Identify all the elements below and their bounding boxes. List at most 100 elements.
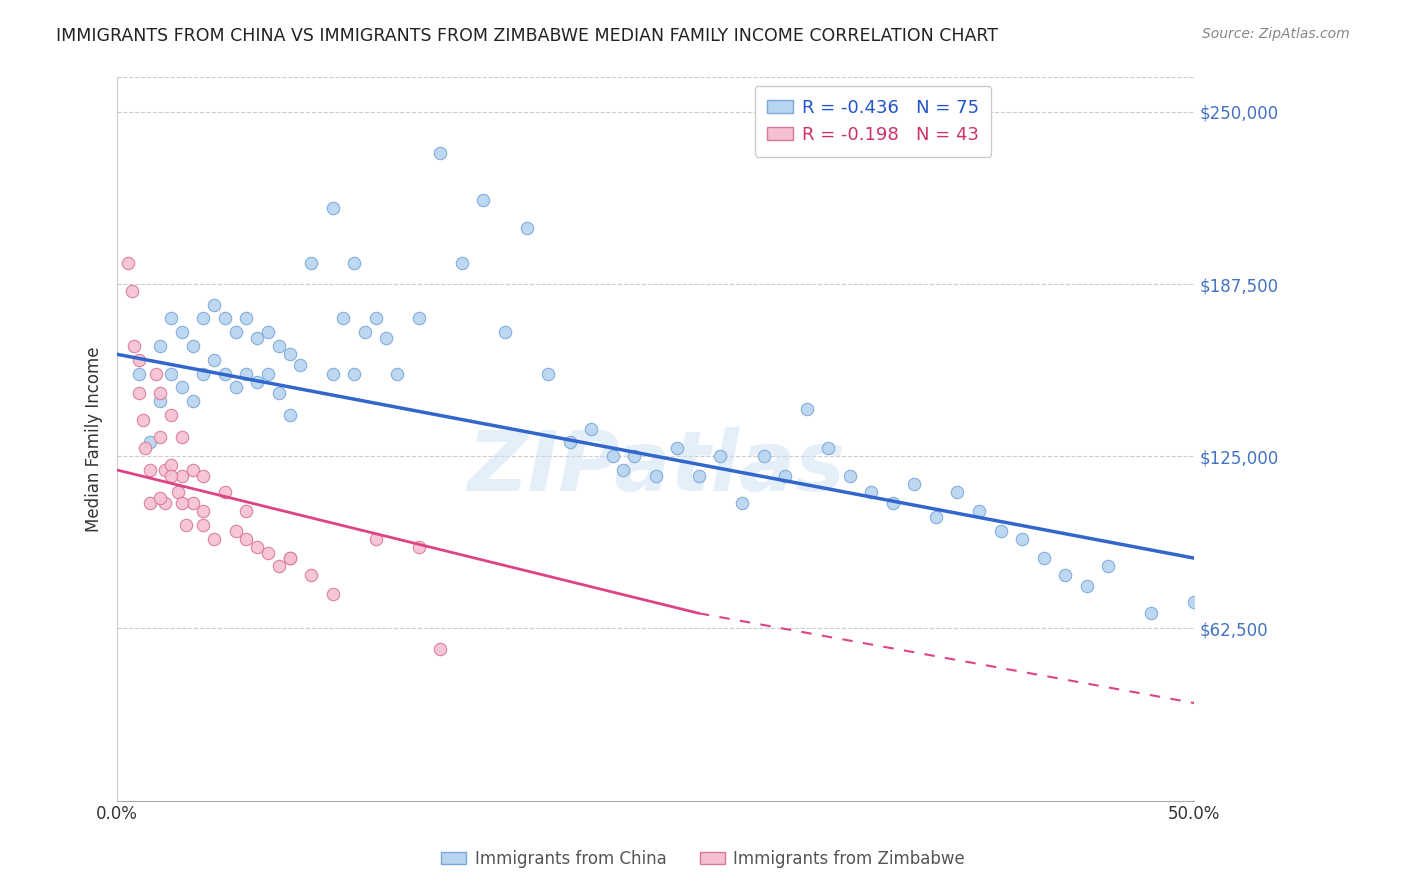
- Point: [225, 524, 247, 538]
- Point: [558, 435, 581, 450]
- Point: [1140, 607, 1163, 621]
- Point: [149, 491, 172, 505]
- Point: [193, 468, 215, 483]
- Point: [128, 367, 150, 381]
- Point: [773, 468, 796, 483]
- Point: [138, 496, 160, 510]
- Text: Source: ZipAtlas.com: Source: ZipAtlas.com: [1202, 27, 1350, 41]
- Point: [666, 441, 689, 455]
- Point: [278, 551, 301, 566]
- Point: [290, 359, 312, 373]
- Point: [138, 435, 160, 450]
- Point: [124, 339, 146, 353]
- Point: [1184, 595, 1206, 609]
- Point: [278, 408, 301, 422]
- Point: [946, 485, 969, 500]
- Point: [322, 202, 344, 216]
- Point: [214, 485, 236, 500]
- Point: [160, 458, 183, 472]
- Point: [537, 367, 560, 381]
- Point: [623, 449, 645, 463]
- Point: [193, 311, 215, 326]
- Point: [153, 463, 176, 477]
- Point: [903, 476, 925, 491]
- Point: [267, 559, 290, 574]
- Point: [145, 367, 167, 381]
- Point: [257, 546, 280, 560]
- Point: [225, 326, 247, 340]
- Point: [246, 540, 269, 554]
- Point: [170, 380, 193, 394]
- Point: [170, 496, 193, 510]
- Point: [472, 193, 495, 207]
- Point: [128, 352, 150, 367]
- Point: [257, 367, 280, 381]
- Point: [117, 256, 139, 270]
- Point: [731, 496, 754, 510]
- Point: [429, 146, 451, 161]
- Point: [166, 485, 188, 500]
- Point: [202, 532, 225, 546]
- Point: [817, 441, 839, 455]
- Point: [235, 311, 257, 326]
- Point: [644, 468, 666, 483]
- Point: [214, 367, 236, 381]
- Point: [322, 587, 344, 601]
- Point: [967, 504, 990, 518]
- Point: [752, 449, 775, 463]
- Point: [1032, 551, 1054, 566]
- Point: [278, 347, 301, 361]
- Point: [149, 385, 172, 400]
- Legend: R = -0.436   N = 75, R = -0.198   N = 43: R = -0.436 N = 75, R = -0.198 N = 43: [755, 87, 991, 157]
- Point: [193, 504, 215, 518]
- Point: [925, 509, 948, 524]
- Point: [1054, 567, 1077, 582]
- Point: [375, 331, 398, 345]
- Point: [202, 298, 225, 312]
- Point: [193, 518, 215, 533]
- Point: [408, 311, 430, 326]
- Point: [121, 284, 143, 298]
- Point: [160, 408, 183, 422]
- Point: [1097, 559, 1119, 574]
- Point: [860, 485, 883, 500]
- Point: [170, 468, 193, 483]
- Point: [214, 311, 236, 326]
- Point: [796, 402, 818, 417]
- Point: [174, 518, 197, 533]
- Point: [149, 430, 172, 444]
- Point: [278, 551, 301, 566]
- Point: [354, 326, 377, 340]
- Point: [990, 524, 1012, 538]
- Point: [246, 375, 269, 389]
- Point: [181, 339, 204, 353]
- Point: [612, 463, 634, 477]
- Point: [838, 468, 860, 483]
- Point: [322, 367, 344, 381]
- Point: [602, 449, 624, 463]
- Point: [579, 422, 602, 436]
- Point: [181, 463, 204, 477]
- Point: [299, 567, 322, 582]
- Point: [709, 449, 731, 463]
- Point: [134, 441, 156, 455]
- Point: [1076, 579, 1098, 593]
- Point: [246, 331, 269, 345]
- Point: [332, 311, 354, 326]
- Point: [1011, 532, 1033, 546]
- Point: [343, 256, 366, 270]
- Text: IMMIGRANTS FROM CHINA VS IMMIGRANTS FROM ZIMBABWE MEDIAN FAMILY INCOME CORRELATI: IMMIGRANTS FROM CHINA VS IMMIGRANTS FROM…: [56, 27, 998, 45]
- Point: [267, 339, 290, 353]
- Point: [688, 468, 710, 483]
- Legend: Immigrants from China, Immigrants from Zimbabwe: Immigrants from China, Immigrants from Z…: [434, 844, 972, 875]
- Point: [408, 540, 430, 554]
- Point: [181, 496, 204, 510]
- Point: [299, 256, 322, 270]
- Point: [132, 413, 155, 427]
- Point: [149, 339, 172, 353]
- Point: [494, 326, 516, 340]
- Point: [429, 642, 451, 657]
- Point: [138, 463, 160, 477]
- Point: [235, 532, 257, 546]
- Point: [257, 326, 280, 340]
